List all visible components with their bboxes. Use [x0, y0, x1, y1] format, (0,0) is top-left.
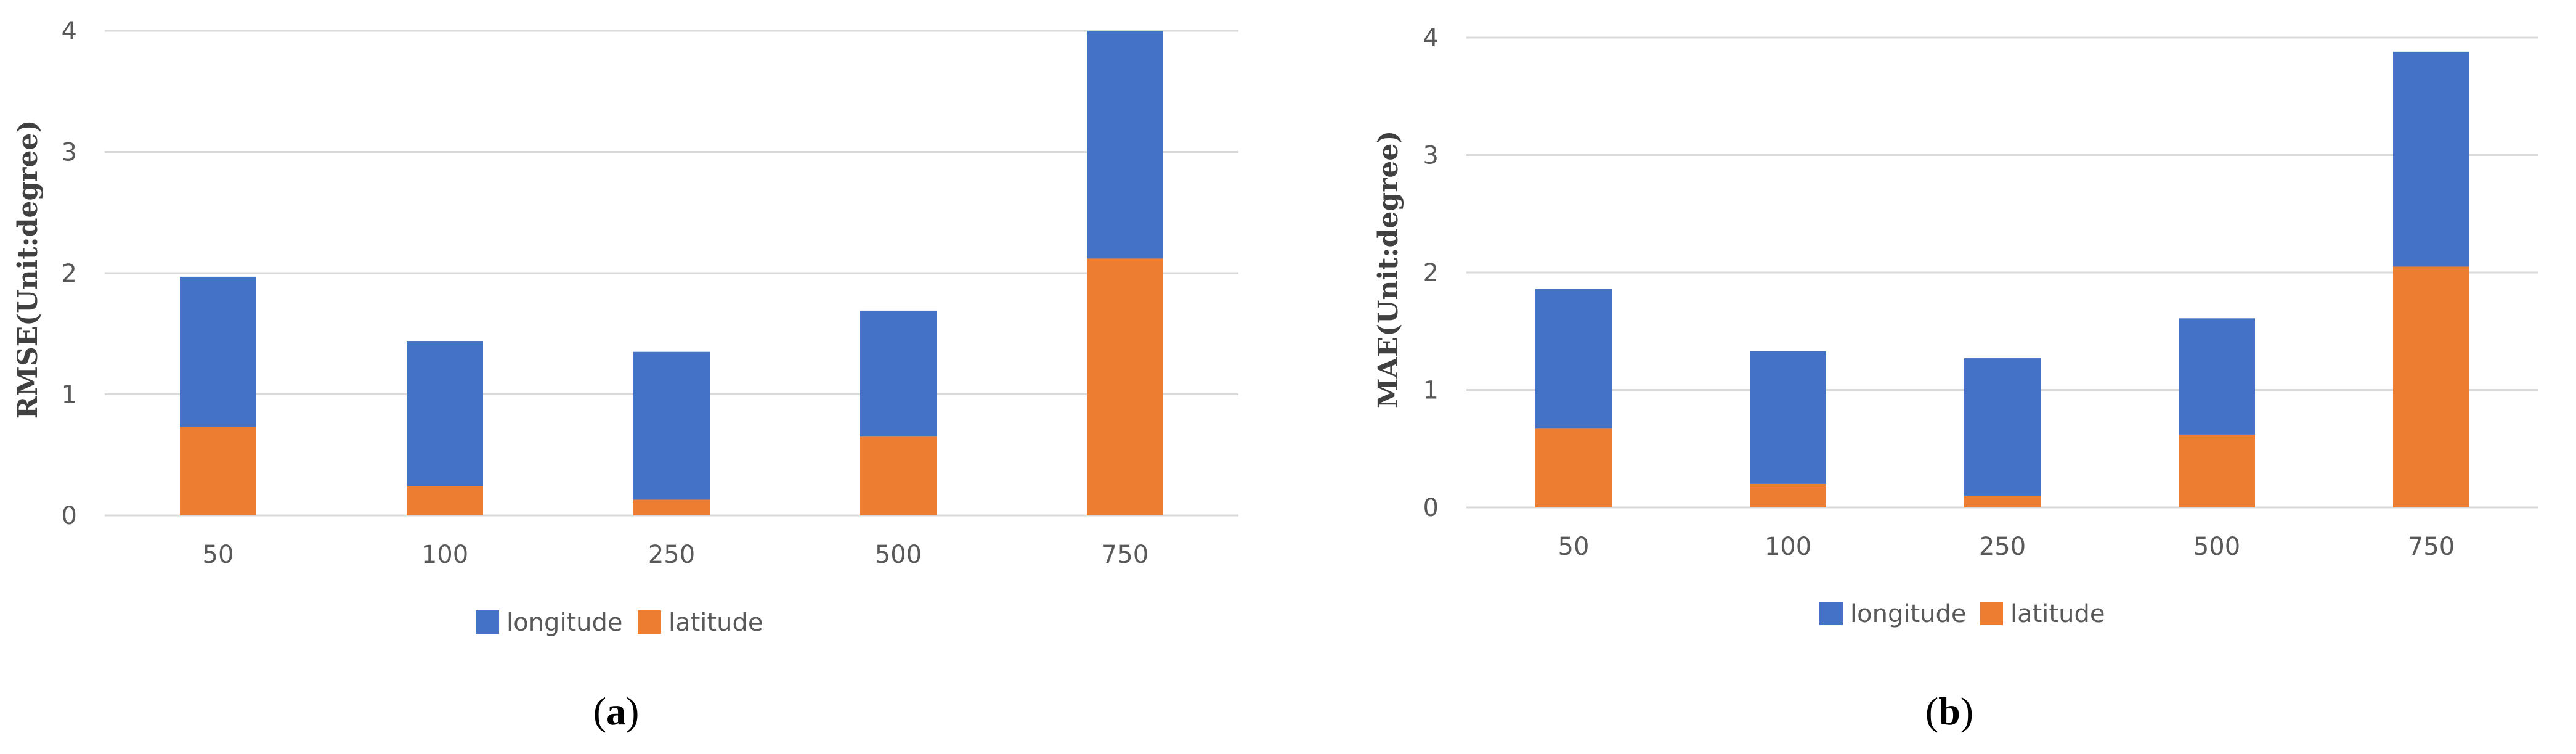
- chart-a-y-ticks: 0 1 2 3 4: [62, 17, 77, 530]
- chart-panel-a: RMSE(Unit:degree) 0 1 2 3 4 50 100 250 500 750 l…: [12, 17, 1238, 733]
- chart-a-bar-longitude-250: [633, 351, 710, 500]
- chart-a-bar-latitude-50: [180, 427, 256, 515]
- chart-b-bar-longitude-500: [2179, 318, 2255, 435]
- chart-b-panel-label: (b): [1925, 689, 1973, 733]
- chart-b-y-ticks: 0 1 2 3 4: [1423, 24, 1439, 522]
- chart-b-bar-longitude-250: [1964, 358, 2041, 496]
- chart-b-ytick-label-4: 4: [1423, 24, 1439, 52]
- chart-a-xtick-label-3: 500: [875, 541, 922, 569]
- chart-b-xtick-label-0: 50: [1558, 533, 1590, 561]
- chart-b-legend-swatch-latitude: [1980, 602, 2003, 625]
- chart-b-xtick-label-3: 500: [2193, 533, 2240, 561]
- chart-b-bar-latitude-100: [1750, 483, 1826, 507]
- chart-b-xtick-label-4: 750: [2408, 533, 2455, 561]
- chart-a-bar-latitude-500: [860, 436, 937, 515]
- chart-a-bar-longitude-100: [407, 341, 483, 486]
- chart-a-legend-swatch-latitude: [638, 610, 661, 634]
- chart-b-ytick-label-2: 2: [1423, 259, 1439, 287]
- chart-a-bar-longitude-50: [180, 276, 256, 427]
- chart-b-bar-latitude-250: [1964, 495, 2041, 507]
- chart-a-ytick-label-3: 3: [62, 139, 77, 167]
- chart-a-ylabel: RMSE(Unit:degree): [12, 120, 44, 419]
- chart-a-ytick-label-1: 1: [62, 381, 77, 409]
- chart-a-xtick-label-2: 250: [648, 541, 695, 569]
- chart-b-ytick-label-3: 3: [1423, 142, 1439, 170]
- chart-b-bar-latitude-50: [1535, 428, 1612, 507]
- chart-b-legend-label-latitude: latitude: [2010, 600, 2105, 628]
- chart-b-bars: [1535, 51, 2469, 507]
- chart-a-legend-swatch-longitude: [476, 610, 499, 634]
- chart-b-bar-latitude-750: [2393, 266, 2469, 507]
- chart-a-xtick-label-0: 50: [203, 541, 234, 569]
- chart-a-bar-longitude-500: [860, 310, 937, 437]
- chart-b-x-ticks: 50 100 250 500 750: [1558, 533, 2455, 561]
- chart-a-legend-label-longitude: longitude: [506, 609, 622, 637]
- chart-a-bar-longitude-750: [1087, 31, 1163, 259]
- chart-a-bar-latitude-100: [407, 486, 483, 515]
- chart-a-bar-latitude-750: [1087, 258, 1163, 515]
- chart-a-x-ticks: 50 100 250 500 750: [203, 541, 1149, 569]
- chart-a-panel-letter: a: [606, 689, 626, 733]
- chart-b-bar-longitude-100: [1750, 351, 1826, 484]
- chart-a-legend: longitude latitude: [476, 609, 763, 637]
- chart-a-ytick-label-0: 0: [62, 502, 77, 530]
- chart-a-ytick-label-4: 4: [62, 17, 77, 46]
- chart-b-ytick-label-0: 0: [1423, 494, 1439, 522]
- chart-b-xtick-label-2: 250: [1979, 533, 2026, 561]
- chart-a-xtick-label-4: 750: [1102, 541, 1148, 569]
- chart-b-ytick-label-1: 1: [1423, 377, 1439, 405]
- chart-b-bar-longitude-750: [2393, 51, 2469, 267]
- chart-panel-b: MAE(Unit:degree) 0 1 2 3 4 50 100 250 500 750 lo…: [1373, 24, 2538, 733]
- chart-a-legend-label-latitude: latitude: [668, 609, 763, 637]
- chart-b-ylabel: MAE(Unit:degree): [1373, 131, 1404, 408]
- chart-b-panel-letter: b: [1938, 689, 1960, 733]
- chart-a-bar-latitude-250: [633, 499, 710, 515]
- chart-b-bar-longitude-50: [1535, 289, 1612, 429]
- chart-a-gridlines: [105, 30, 1238, 517]
- chart-b-xtick-label-1: 100: [1765, 533, 1811, 561]
- chart-a-xtick-label-1: 100: [421, 541, 468, 569]
- chart-a-bars: [180, 31, 1163, 515]
- chart-b-legend-swatch-longitude: [1819, 602, 1843, 625]
- chart-b-bar-latitude-500: [2179, 434, 2255, 507]
- chart-b-legend: longitude latitude: [1819, 600, 2105, 628]
- chart-a-ytick-label-2: 2: [62, 260, 77, 288]
- chart-a-panel-label: (a): [593, 689, 640, 733]
- chart-b-legend-label-longitude: longitude: [1850, 600, 1966, 628]
